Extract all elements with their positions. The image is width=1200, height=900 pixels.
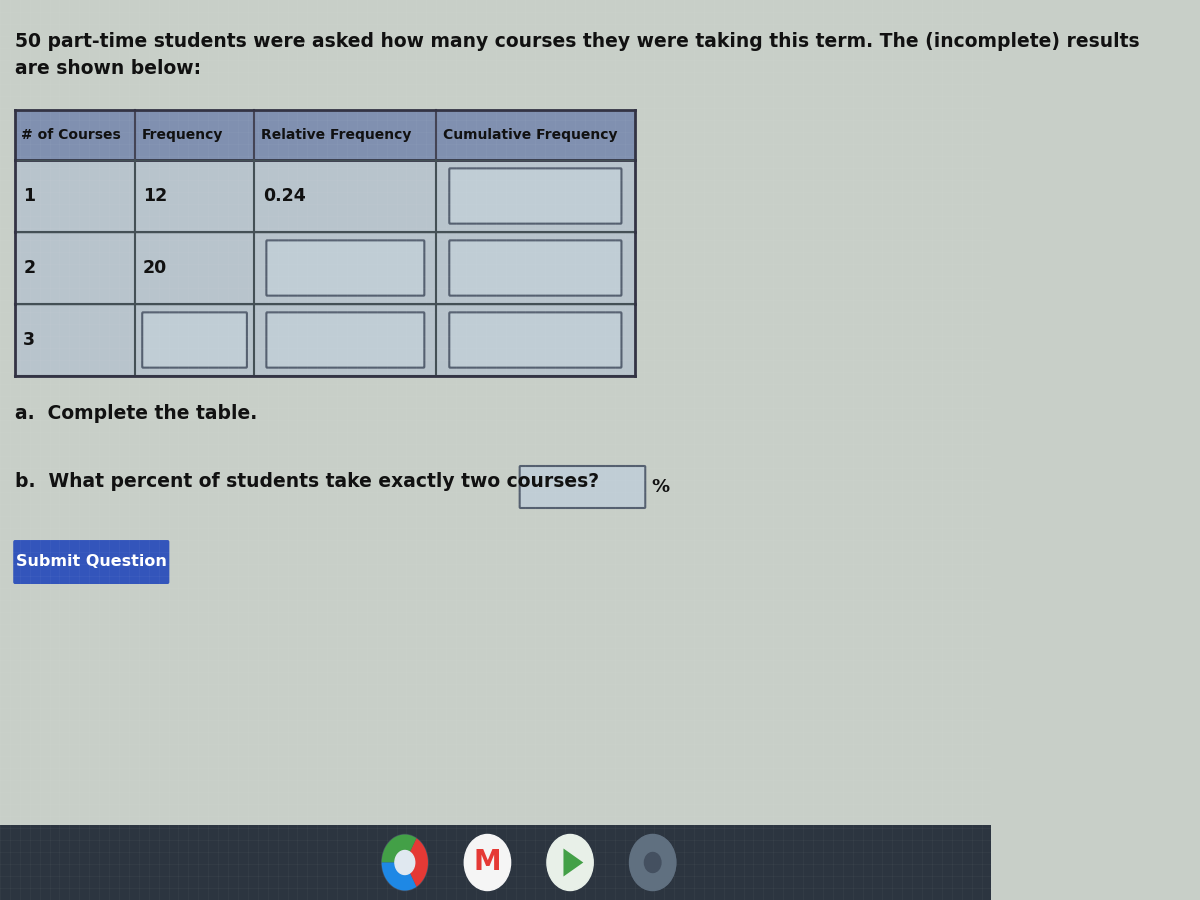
Bar xyxy=(14,232,635,304)
Circle shape xyxy=(547,834,593,890)
Text: 50 part-time students were asked how many courses they were taking this term. Th: 50 part-time students were asked how man… xyxy=(14,32,1140,78)
Text: %: % xyxy=(652,478,670,496)
Text: Frequency: Frequency xyxy=(142,128,223,142)
Circle shape xyxy=(547,834,593,890)
Text: 2: 2 xyxy=(23,259,35,277)
FancyBboxPatch shape xyxy=(449,168,622,223)
Circle shape xyxy=(644,852,661,872)
Bar xyxy=(14,160,635,232)
Bar xyxy=(14,110,635,160)
Circle shape xyxy=(630,834,676,890)
FancyBboxPatch shape xyxy=(266,312,425,367)
Text: Submit Question: Submit Question xyxy=(16,554,167,570)
Wedge shape xyxy=(404,838,428,886)
FancyBboxPatch shape xyxy=(266,240,425,295)
Circle shape xyxy=(464,834,510,890)
Bar xyxy=(0,825,991,900)
FancyBboxPatch shape xyxy=(449,240,622,295)
FancyBboxPatch shape xyxy=(143,312,247,367)
Circle shape xyxy=(464,834,510,890)
Text: # of Courses: # of Courses xyxy=(22,128,121,142)
Wedge shape xyxy=(382,834,416,862)
Wedge shape xyxy=(382,862,416,890)
Text: 1: 1 xyxy=(23,187,35,205)
Text: a.  Complete the table.: a. Complete the table. xyxy=(14,404,257,423)
Polygon shape xyxy=(564,849,583,877)
Text: b.  What percent of students take exactly two courses?: b. What percent of students take exactly… xyxy=(14,472,599,491)
Text: 20: 20 xyxy=(143,259,167,277)
Text: Relative Frequency: Relative Frequency xyxy=(262,128,412,142)
Text: M: M xyxy=(474,849,502,877)
Text: 3: 3 xyxy=(23,331,35,349)
FancyBboxPatch shape xyxy=(449,312,622,367)
Circle shape xyxy=(630,834,676,890)
FancyBboxPatch shape xyxy=(13,540,169,584)
Text: 12: 12 xyxy=(143,187,167,205)
FancyBboxPatch shape xyxy=(520,466,646,508)
Circle shape xyxy=(395,850,415,875)
Text: 0.24: 0.24 xyxy=(263,187,306,205)
Text: Cumulative Frequency: Cumulative Frequency xyxy=(443,128,617,142)
Circle shape xyxy=(382,834,428,890)
Bar xyxy=(14,304,635,376)
